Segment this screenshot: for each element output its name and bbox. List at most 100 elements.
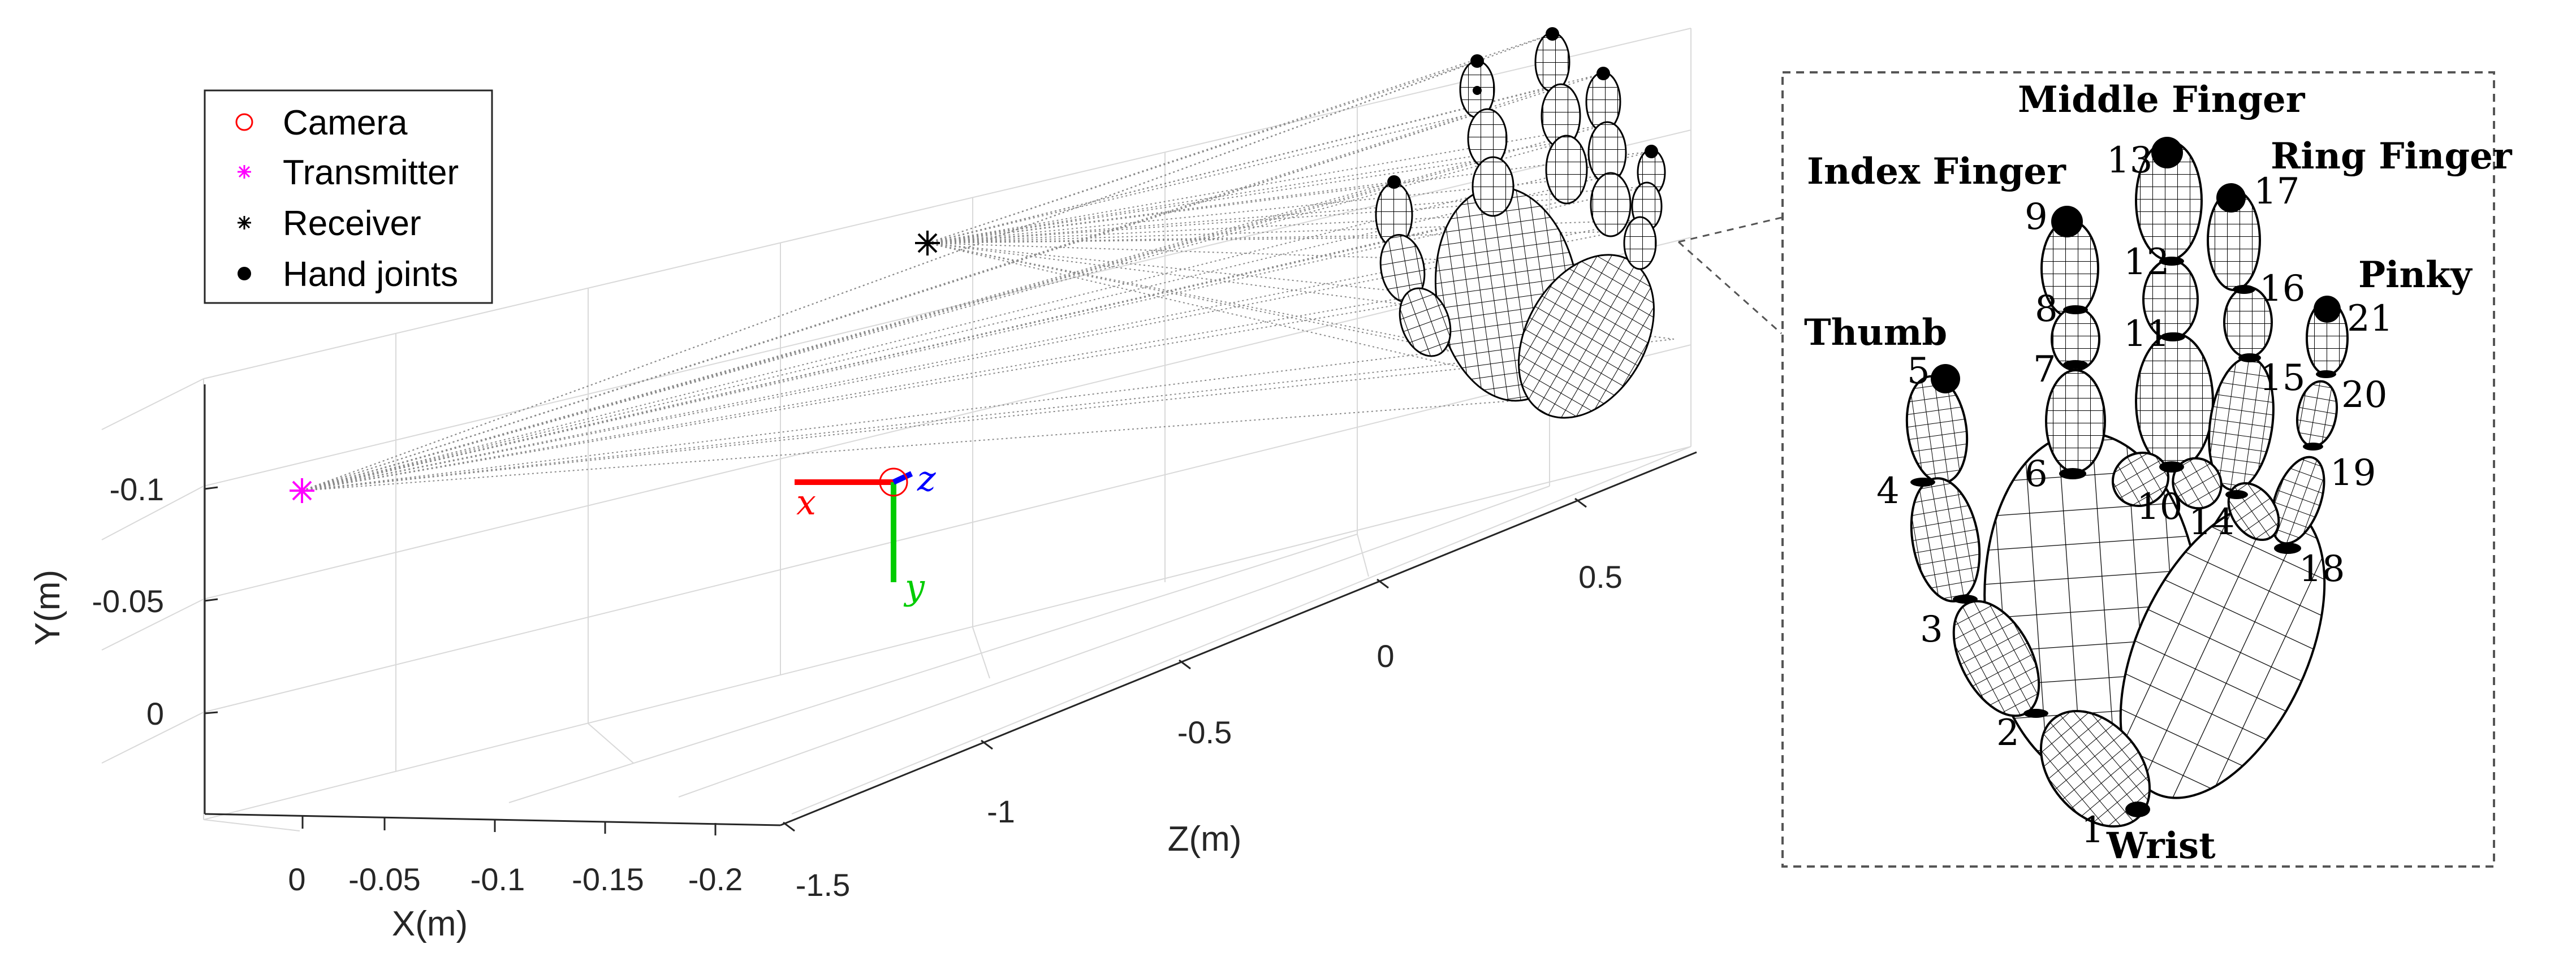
- legend-camera-marker: [235, 113, 253, 131]
- legend-box: [204, 89, 493, 304]
- joint-number-17: 17: [2254, 171, 2299, 213]
- y-tick-label-3: 0: [146, 696, 164, 731]
- ray-line: [301, 350, 1451, 491]
- joint-number-7: 7: [2033, 349, 2056, 391]
- ray-line: [301, 361, 1528, 491]
- label-ring-finger: Ring Finger: [2271, 135, 2513, 177]
- inset-inner-joints: [1910, 257, 2336, 817]
- joint-number-5: 5: [1907, 350, 1930, 392]
- joint-number-3: 3: [1920, 609, 1943, 651]
- zoom-connector: [1678, 216, 1782, 335]
- joint-number-16: 16: [2259, 268, 2305, 310]
- legend-receiver-label: Receiver: [283, 204, 421, 243]
- axis-lines: [204, 384, 1697, 826]
- label-middle-finger: Middle Finger: [2018, 79, 2306, 121]
- label-index-finger: Index Finger: [1807, 150, 2066, 193]
- ray-line: [301, 33, 1553, 491]
- joint-9-dot: [2051, 206, 2083, 237]
- camera-z-label: z: [917, 458, 936, 499]
- camera-x-label: x: [796, 482, 816, 523]
- z-tick-label-4: 0: [1377, 638, 1394, 674]
- joint-21-dot: [2314, 296, 2341, 323]
- pinky-proximal-segment: [2270, 456, 2325, 545]
- joint-number-12: 12: [2124, 241, 2169, 283]
- ray-line: [301, 395, 1584, 491]
- ray-line: [301, 293, 1426, 491]
- ring-base-segment: [2172, 457, 2223, 510]
- inset-fingertip-joints: [1931, 137, 2341, 393]
- camera-y-label: y: [903, 566, 925, 608]
- label-pinky: Pinky: [2358, 254, 2473, 296]
- propagation-rays: [301, 33, 1675, 491]
- label-thumb: Thumb: [1804, 311, 1947, 354]
- legend-hand-joints-marker: [238, 267, 251, 280]
- y-tick-label-1: -0.1: [110, 471, 165, 507]
- joint-number-18: 18: [2299, 548, 2345, 590]
- ray-line: [301, 84, 1561, 491]
- joint-number-1: 1: [2081, 809, 2104, 851]
- joint-number-4: 4: [1876, 470, 1900, 512]
- joint-number-14: 14: [2189, 501, 2234, 543]
- y-axis-ticks: [204, 486, 218, 714]
- y-axis-label: Y(m): [28, 570, 67, 646]
- hand-joints-3d: [1387, 27, 1658, 189]
- ray-line: [301, 73, 1604, 491]
- ray-line: [301, 141, 1567, 491]
- ray-line: [301, 151, 1652, 491]
- transmitter-marker: [290, 478, 314, 503]
- z-axis-label: Z(m): [1168, 820, 1242, 859]
- joint-5-dot: [1931, 364, 1960, 393]
- ray-line: [301, 181, 1395, 491]
- legend-hand-joints-label: Hand joints: [283, 255, 458, 294]
- plot-3d: -0.1 -0.05 0 Y(m) 0 -0.05 -0.1 -0.15 -0.…: [28, 27, 1782, 943]
- z-tick-label-2: -1: [987, 794, 1015, 829]
- ray-line: [301, 220, 1641, 491]
- ray-line: [927, 110, 1488, 244]
- ray-line: [927, 242, 1426, 294]
- joint-number-9: 9: [2025, 196, 2048, 238]
- hand-inset: 1 2 3 4 5 6 7 8 9 10 11 12 13 14 15 16 1…: [1781, 71, 2513, 868]
- x-tick-label-4: -0.15: [572, 861, 644, 897]
- joint-number-20: 20: [2341, 374, 2387, 416]
- z-tick-label-3: -0.5: [1177, 714, 1232, 750]
- legend-transmitter-marker: [238, 165, 251, 179]
- ray-line: [927, 175, 1611, 244]
- inset-finger-labels: Thumb Index Finger Middle Finger Ring Fi…: [1804, 79, 2513, 867]
- x-tick-label-1: 0: [288, 861, 305, 897]
- x-axis-label: X(m): [392, 904, 468, 943]
- legend-camera-label: Camera: [283, 103, 408, 142]
- x-tick-label-2: -0.05: [348, 861, 421, 897]
- joint-number-21: 21: [2347, 298, 2393, 340]
- inset-finger-segments: [1905, 140, 2349, 828]
- label-wrist: Wrist: [2106, 825, 2216, 867]
- legend-receiver-marker: [238, 216, 251, 229]
- ray-line: [927, 158, 1494, 244]
- joint-number-2: 2: [1996, 712, 2020, 754]
- joint-number-15: 15: [2259, 357, 2305, 399]
- joint-number-8: 8: [2035, 288, 2058, 330]
- legend: Camera Transmitter Receiver Hand joints: [204, 89, 493, 304]
- ray-line: [301, 231, 1618, 491]
- ray-line: [927, 141, 1567, 244]
- joint-number-10: 10: [2137, 486, 2182, 528]
- ray-line: [927, 242, 1451, 351]
- thumb-base-segment: [2039, 709, 2151, 828]
- joint-number-19: 19: [2330, 452, 2376, 494]
- receiver-marker: [915, 231, 940, 255]
- joint-17-dot: [2216, 183, 2246, 213]
- camera-z-axis: [892, 471, 913, 485]
- ray-line: [301, 197, 1578, 491]
- camera-marker: [879, 467, 908, 497]
- ray-line: [927, 33, 1553, 244]
- z-tick-label-1: -1.5: [796, 867, 851, 903]
- joint-number-13: 13: [2107, 140, 2152, 181]
- joint-13-dot: [2151, 137, 2183, 168]
- camera-frame: x y z: [795, 458, 936, 608]
- x-axis-ticks: [301, 816, 717, 835]
- x-tick-label-3: -0.1: [471, 861, 525, 897]
- z-tick-label-5: 0.5: [1578, 559, 1623, 595]
- inset-joint-numbers: 1 2 3 4 5 6 7 8 9 10 11 12 13 14 15 16 1…: [1876, 140, 2393, 851]
- x-tick-label-5: -0.2: [688, 861, 743, 897]
- hand-model-3d: [1375, 32, 1666, 419]
